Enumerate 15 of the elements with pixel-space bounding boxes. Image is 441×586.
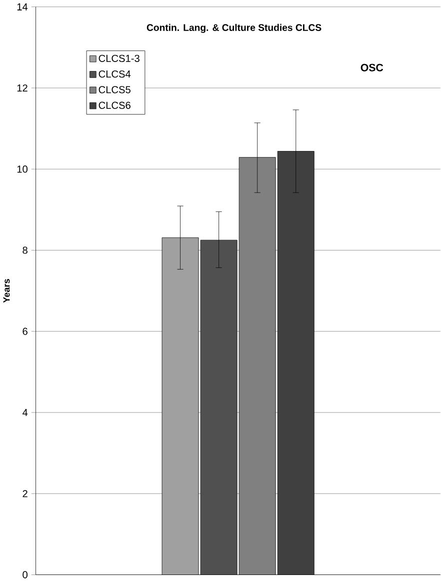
- text: Contin. Lang. & Culture Studies CLCS: [147, 24, 322, 33]
- y-tick-label: 6: [22, 328, 28, 335]
- y-tick-label: 2: [22, 490, 28, 498]
- y-tick-label: 14: [18, 3, 28, 10]
- legend-label: CLCS4: [99, 70, 131, 78]
- y-tick-label: 10: [18, 166, 28, 173]
- legend-label: CLCS5: [99, 86, 131, 94]
- y-tick-label: 8: [22, 246, 28, 254]
- y-tick-label: 4: [22, 409, 28, 416]
- legend-label: CLCS6: [99, 102, 131, 109]
- y-tick-label: 0: [22, 571, 28, 578]
- legend-label: CLCS1-3: [99, 54, 140, 62]
- text: OSC: [361, 64, 384, 72]
- y-axis-title: Years: [4, 279, 10, 303]
- y-tick-label: 12: [18, 84, 28, 92]
